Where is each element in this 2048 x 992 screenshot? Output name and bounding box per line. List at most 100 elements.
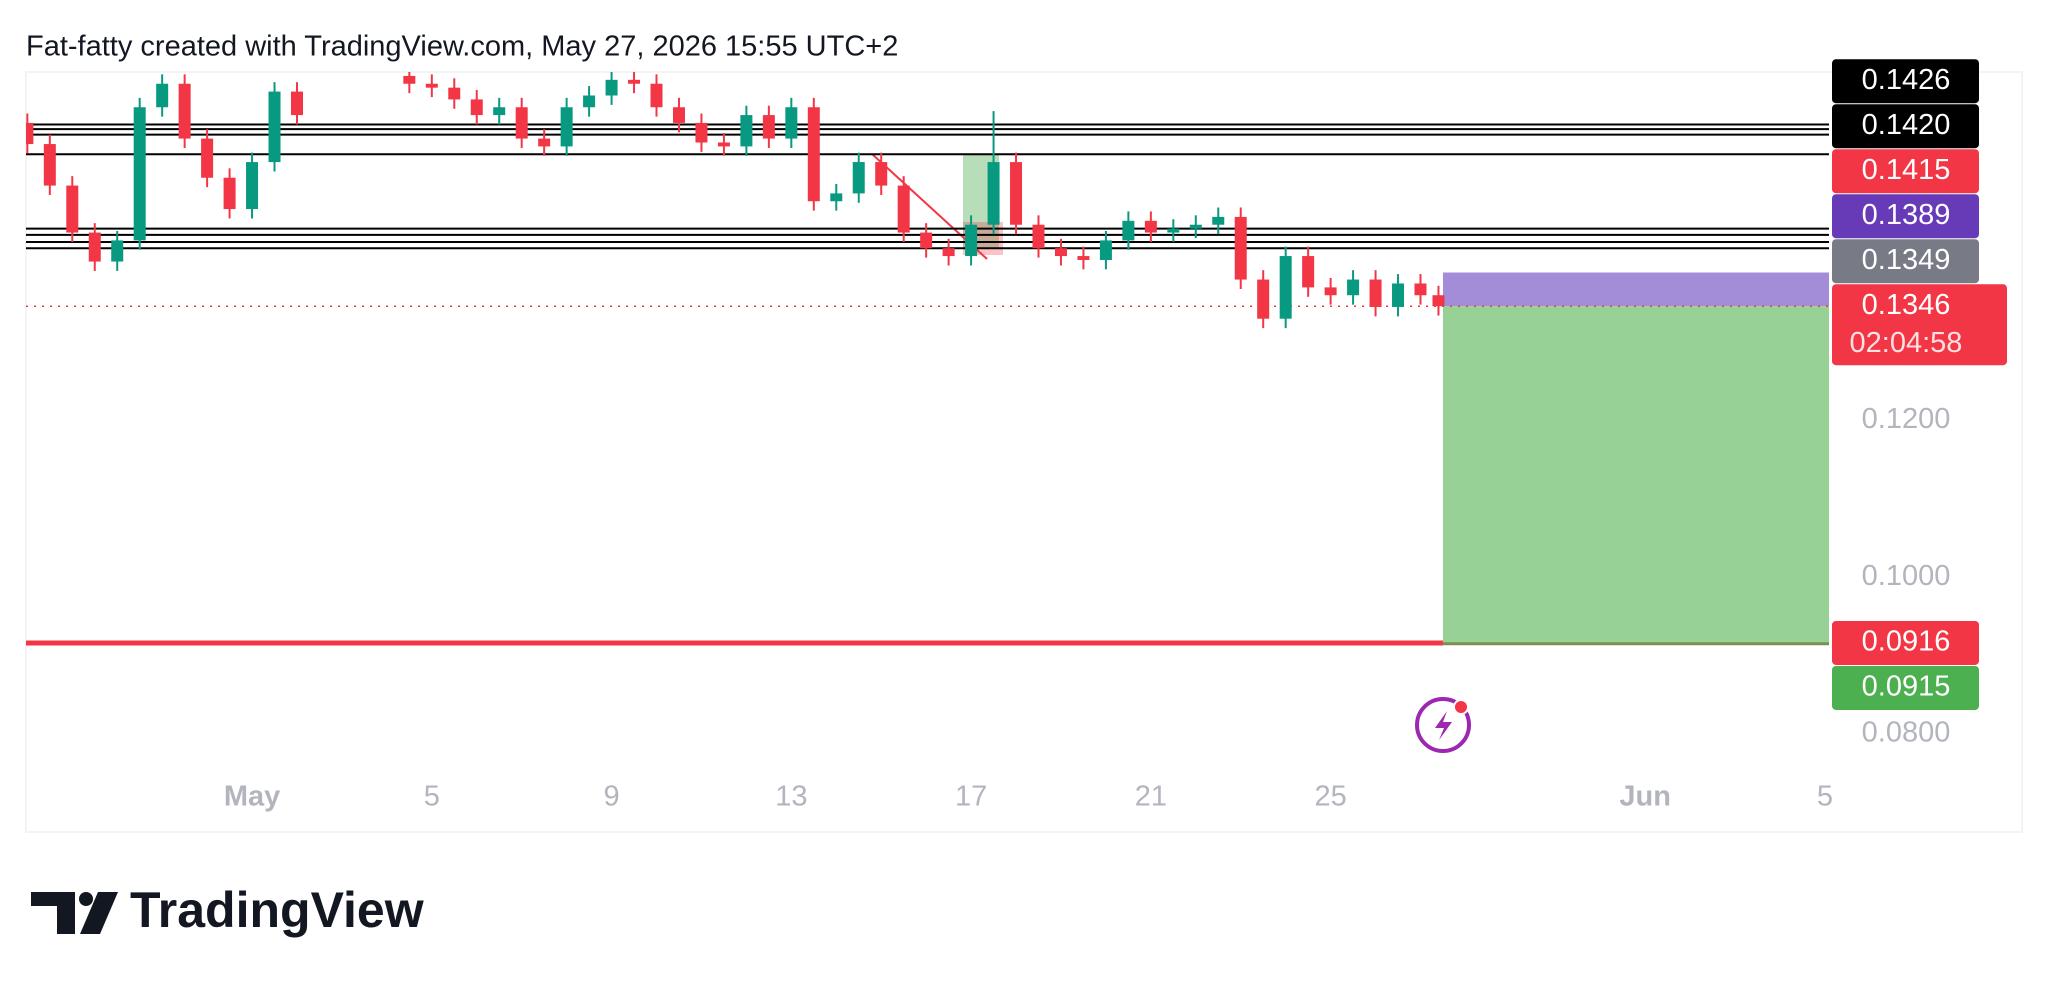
candle-body (830, 193, 843, 202)
x-tick-label: 17 (955, 781, 987, 813)
candle-body (1144, 220, 1157, 233)
candle-body (717, 142, 730, 147)
candle-body (695, 122, 708, 143)
candle-body (156, 83, 169, 108)
candle-body (1302, 256, 1315, 288)
chart-frame (25, 71, 2023, 833)
candle-body (1414, 283, 1427, 296)
candle-body (1279, 256, 1292, 319)
target-zone (1442, 306, 1829, 644)
candle-body (88, 232, 101, 262)
chart-title: Fat-fatty created with TradingView.com, … (26, 31, 898, 63)
price-badge (1832, 239, 1979, 284)
price-badge (1832, 194, 1979, 239)
y-tick-label: 0.1000 (1862, 560, 1951, 592)
price-badge (1832, 149, 1979, 194)
x-tick-label: 9 (604, 781, 620, 813)
candle-body (1010, 162, 1023, 225)
plot-area (26, 72, 1829, 646)
candle-body (560, 107, 573, 147)
candle-body (785, 107, 798, 139)
candle-body (807, 107, 820, 202)
candle-body (470, 99, 483, 116)
countdown-label: 02:04:58 (1850, 327, 1963, 359)
candle-body (268, 91, 281, 163)
candle-body (1234, 216, 1247, 280)
candle-body (1032, 224, 1045, 249)
candle-body (965, 224, 978, 257)
x-tick-label: 21 (1135, 781, 1167, 813)
x-tick-label: 5 (424, 781, 440, 813)
price-label: 0.0916 (1862, 626, 1951, 658)
candle-body (403, 75, 416, 84)
candle-body (201, 138, 214, 178)
price-badge (1832, 665, 1979, 710)
candle-body (605, 79, 618, 96)
price-axis: 0.0800 0.1000 0.1200 May 5 9 13 17 21 25 Jun 5 0.134… (224, 59, 2007, 813)
last-price-badge (1832, 284, 2007, 366)
candle-body (515, 107, 528, 139)
candle-body (897, 185, 910, 233)
price-badge (1832, 59, 1979, 104)
candle-body (740, 115, 753, 147)
candle-body (1122, 220, 1135, 241)
candle-body (178, 83, 191, 139)
candle-body (628, 79, 641, 84)
candle-body (1347, 279, 1360, 296)
logo: TradingView (31, 882, 424, 938)
x-tick-label: 13 (775, 781, 807, 813)
candle-body (1099, 240, 1112, 260)
candle-body (43, 144, 56, 186)
candle-body (111, 240, 124, 262)
price-badge (1832, 620, 1979, 665)
x-tick-label: 25 (1314, 781, 1346, 813)
candle-body (672, 107, 685, 123)
y-tick-label: 0.0800 (1862, 716, 1951, 748)
candle-body (1167, 228, 1180, 233)
candle-body (538, 138, 551, 147)
candle-body (1054, 248, 1067, 257)
candle-body (425, 83, 438, 88)
stop-zone (1442, 272, 1829, 307)
candle-body (26, 122, 34, 145)
alert-icon[interactable] (1415, 697, 1471, 753)
candle-body (1392, 283, 1405, 307)
price-label: 0.1349 (1862, 244, 1951, 276)
price-label: 0.1389 (1862, 199, 1951, 231)
candle-body (942, 248, 955, 257)
price-label: 0.1415 (1862, 154, 1951, 186)
candle-body (583, 95, 596, 108)
candle-body (1257, 279, 1270, 319)
candle-body (1369, 279, 1382, 307)
candle-body (493, 107, 506, 116)
candle-body (1212, 216, 1225, 225)
candle-body (66, 185, 79, 233)
candle-body (133, 107, 146, 241)
candle-body (987, 162, 1000, 225)
candle-body (875, 162, 888, 186)
candle-body (650, 83, 663, 108)
candle-body (1077, 256, 1090, 260)
candle-body (920, 232, 933, 249)
y-tick-label: 0.1200 (1862, 403, 1951, 435)
x-tick-label: May (224, 781, 280, 813)
price-label: 0.1420 (1862, 109, 1951, 141)
candle-body (448, 87, 461, 100)
candle-body (1189, 224, 1202, 229)
candle-body (290, 91, 303, 116)
candle-body (852, 162, 865, 194)
candle-body (1324, 287, 1337, 296)
price-label: 0.1426 (1862, 64, 1951, 96)
price-badge (1832, 104, 1979, 149)
last-price-label: 0.1346 (1862, 289, 1951, 321)
logo-text: TradingView (130, 882, 424, 938)
price-label: 0.0915 (1862, 671, 1951, 703)
x-tick-label: Jun (1619, 781, 1671, 813)
candle-body (762, 115, 775, 139)
candle-body (223, 177, 236, 210)
candle-body (1432, 295, 1445, 307)
candle-body (246, 162, 259, 210)
x-tick-label: 5 (1817, 781, 1833, 813)
